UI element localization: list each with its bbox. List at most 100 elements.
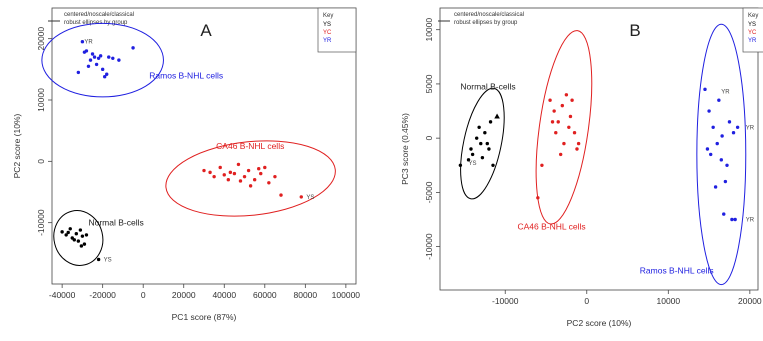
legend-line-2: robust ellipses by group	[64, 20, 128, 26]
y-tick-label: 20000	[36, 27, 46, 51]
x-tick-label: 0	[141, 290, 146, 300]
data-point	[540, 163, 544, 167]
key-title: Key	[323, 13, 333, 19]
panel-letter: B	[629, 21, 640, 40]
data-point	[202, 168, 206, 173]
data-point	[96, 257, 101, 262]
data-point	[86, 64, 91, 68]
data-point	[248, 184, 253, 188]
data-point	[491, 163, 495, 167]
x-tick-label: 40000	[212, 290, 236, 300]
data-point	[131, 46, 135, 50]
data-point	[494, 113, 500, 119]
data-point	[733, 217, 737, 222]
data-point	[96, 56, 101, 60]
data-point	[483, 131, 487, 135]
data-point	[556, 120, 560, 124]
data-point	[470, 152, 475, 157]
data-point	[236, 162, 241, 167]
group-ellipse	[41, 22, 164, 98]
legend-line-1: centered/noscale/classical	[454, 12, 524, 18]
y-tick-label: 10000	[424, 18, 434, 42]
plot-frame	[51, 7, 357, 285]
x-tick-label: 80000	[294, 290, 318, 300]
y-tick-label: 0	[424, 136, 434, 141]
data-point	[727, 120, 732, 124]
data-point	[238, 179, 243, 183]
key-entry: YS	[323, 22, 331, 28]
group-ellipse	[53, 210, 104, 266]
data-point	[79, 244, 84, 248]
data-point	[480, 155, 485, 160]
data-point	[572, 131, 577, 135]
x-tick-label: -10000	[492, 296, 519, 306]
y-tick-label: -10000	[36, 209, 46, 236]
data-point	[218, 165, 222, 170]
data-point	[564, 93, 569, 97]
x-tick-label: 0	[584, 296, 589, 306]
data-point	[252, 178, 257, 182]
x-axis-label: PC1 score (87%)	[172, 312, 237, 322]
panel-b-background	[383, 0, 763, 341]
data-point	[98, 54, 103, 58]
x-tick-label: 10000	[656, 296, 680, 306]
key-entry: YC	[323, 30, 332, 36]
group-label: Ramos B-NHL cells	[640, 266, 714, 276]
x-tick-label: -20000	[89, 290, 116, 300]
key-title: Key	[748, 13, 758, 19]
data-point	[208, 170, 212, 175]
key-box	[742, 7, 763, 53]
data-point	[82, 242, 87, 246]
data-point	[94, 62, 99, 67]
data-point	[90, 52, 95, 56]
data-point	[474, 136, 479, 140]
data-point	[68, 227, 72, 231]
point-label: YR	[746, 218, 755, 224]
y-axis-label: PC2 score (10%)	[12, 113, 22, 178]
data-point	[88, 58, 93, 62]
y-tick-label: 5000	[424, 74, 434, 93]
data-point	[458, 163, 463, 167]
panel-letter: A	[200, 21, 212, 40]
group-label: CA46 B-NHL cells	[517, 221, 585, 231]
data-point	[78, 228, 83, 232]
data-point	[711, 125, 715, 130]
data-point	[92, 55, 97, 59]
data-point	[64, 233, 68, 237]
data-point	[575, 147, 579, 151]
data-point	[84, 233, 89, 237]
data-point	[228, 170, 233, 175]
data-point	[705, 147, 710, 151]
group-label: Normal B-cells	[460, 81, 515, 91]
group-ellipse	[535, 30, 593, 225]
group-label: Ramos B-NHL cells	[149, 71, 223, 81]
point-label: YS	[306, 195, 314, 201]
point-label: YR	[721, 90, 730, 96]
key-entry: YR	[323, 38, 332, 44]
point-label: YR	[746, 125, 755, 131]
data-point	[730, 217, 734, 222]
x-tick-label: 20000	[172, 290, 196, 300]
data-point	[273, 174, 277, 179]
data-point	[279, 193, 283, 197]
data-point	[74, 232, 79, 236]
data-point	[485, 141, 489, 146]
data-point	[487, 147, 491, 151]
data-point	[212, 174, 216, 179]
data-point	[568, 114, 573, 119]
data-point	[488, 120, 493, 124]
data-point	[548, 98, 552, 102]
data-point	[703, 87, 707, 92]
data-point	[707, 109, 711, 113]
data-point	[725, 163, 729, 167]
data-point	[259, 171, 263, 176]
point-label: YS	[104, 257, 112, 263]
chart-panel-b: -10000 0 10000 20000 -10000 -5000 0 5000 10000 PC…	[383, 0, 763, 341]
data-point	[105, 72, 109, 76]
data-point	[735, 125, 740, 130]
data-point	[570, 98, 574, 102]
data-point	[720, 134, 724, 138]
data-point	[567, 125, 571, 130]
data-point	[479, 141, 483, 146]
data-point	[731, 131, 736, 135]
